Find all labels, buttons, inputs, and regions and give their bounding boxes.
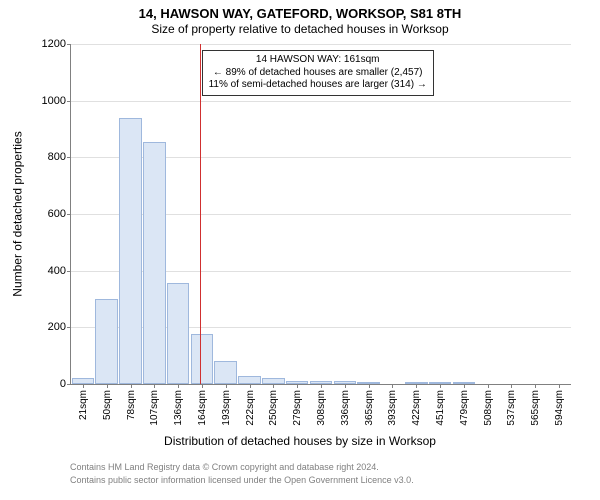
y-tick-label: 1200: [30, 38, 66, 50]
x-tick-label: 193sqm: [221, 390, 232, 450]
histogram-bar: [214, 361, 237, 384]
histogram-bar: [119, 118, 142, 384]
x-tick-mark: [440, 384, 441, 388]
reference-line: [200, 44, 201, 384]
y-axis-label: Number of detached properties: [8, 44, 28, 384]
annotation-line: 11% of semi-detached houses are larger (…: [209, 79, 427, 92]
x-tick-label: 308sqm: [316, 390, 327, 450]
x-tick-mark: [559, 384, 560, 388]
y-tick-mark: [67, 271, 71, 272]
gridline-h: [71, 44, 571, 45]
x-tick-mark: [154, 384, 155, 388]
x-tick-mark: [321, 384, 322, 388]
x-tick-mark: [250, 384, 251, 388]
x-tick-mark: [464, 384, 465, 388]
x-tick-label: 279sqm: [292, 390, 303, 450]
annotation-line: 14 HAWSON WAY: 161sqm: [209, 54, 427, 67]
x-tick-label: 451sqm: [435, 390, 446, 450]
y-tick-label: 0: [30, 378, 66, 390]
x-tick-mark: [416, 384, 417, 388]
histogram-bar: [143, 142, 166, 384]
y-tick-mark: [67, 157, 71, 158]
x-tick-label: 594sqm: [554, 390, 565, 450]
chart-container: 14, HAWSON WAY, GATEFORD, WORKSOP, S81 8…: [0, 0, 600, 500]
y-tick-label: 200: [30, 321, 66, 333]
footer-line-2: Contains public sector information licen…: [70, 475, 570, 485]
histogram-bar: [95, 299, 118, 384]
x-tick-label: 164sqm: [197, 390, 208, 450]
x-tick-label: 565sqm: [530, 390, 541, 450]
y-tick-mark: [67, 101, 71, 102]
y-tick-label: 1000: [30, 95, 66, 107]
x-tick-mark: [273, 384, 274, 388]
x-tick-mark: [178, 384, 179, 388]
x-tick-mark: [107, 384, 108, 388]
x-tick-mark: [488, 384, 489, 388]
x-tick-mark: [535, 384, 536, 388]
x-tick-mark: [202, 384, 203, 388]
x-tick-mark: [345, 384, 346, 388]
x-tick-mark: [511, 384, 512, 388]
x-tick-label: 250sqm: [268, 390, 279, 450]
histogram-bar: [238, 376, 261, 385]
chart-subtitle: Size of property relative to detached ho…: [0, 22, 600, 36]
y-tick-label: 600: [30, 208, 66, 220]
annotation-box: 14 HAWSON WAY: 161sqm← 89% of detached h…: [202, 50, 434, 96]
histogram-bar: [167, 283, 190, 384]
x-tick-label: 136sqm: [173, 390, 184, 450]
x-tick-label: 336sqm: [340, 390, 351, 450]
x-tick-label: 508sqm: [483, 390, 494, 450]
x-tick-label: 537sqm: [506, 390, 517, 450]
y-tick-label: 400: [30, 265, 66, 277]
x-tick-mark: [226, 384, 227, 388]
y-tick-mark: [67, 327, 71, 328]
x-tick-label: 479sqm: [459, 390, 470, 450]
x-tick-label: 50sqm: [102, 390, 113, 450]
chart-title-address: 14, HAWSON WAY, GATEFORD, WORKSOP, S81 8…: [0, 6, 600, 21]
y-tick-mark: [67, 214, 71, 215]
y-tick-mark: [67, 384, 71, 385]
histogram-bar: [191, 334, 214, 384]
x-tick-label: 222sqm: [245, 390, 256, 450]
x-tick-mark: [297, 384, 298, 388]
y-tick-label: 800: [30, 151, 66, 163]
x-tick-mark: [369, 384, 370, 388]
x-tick-mark: [131, 384, 132, 388]
plot-area: 14 HAWSON WAY: 161sqm← 89% of detached h…: [70, 44, 571, 385]
gridline-h: [71, 101, 571, 102]
footer-line-1: Contains HM Land Registry data © Crown c…: [70, 462, 570, 472]
x-tick-mark: [392, 384, 393, 388]
x-tick-label: 21sqm: [78, 390, 89, 450]
y-tick-mark: [67, 44, 71, 45]
x-tick-label: 365sqm: [364, 390, 375, 450]
x-tick-mark: [83, 384, 84, 388]
x-tick-label: 422sqm: [411, 390, 422, 450]
x-tick-label: 78sqm: [126, 390, 137, 450]
x-tick-label: 107sqm: [149, 390, 160, 450]
annotation-line: ← 89% of detached houses are smaller (2,…: [209, 67, 427, 80]
x-tick-label: 393sqm: [387, 390, 398, 450]
